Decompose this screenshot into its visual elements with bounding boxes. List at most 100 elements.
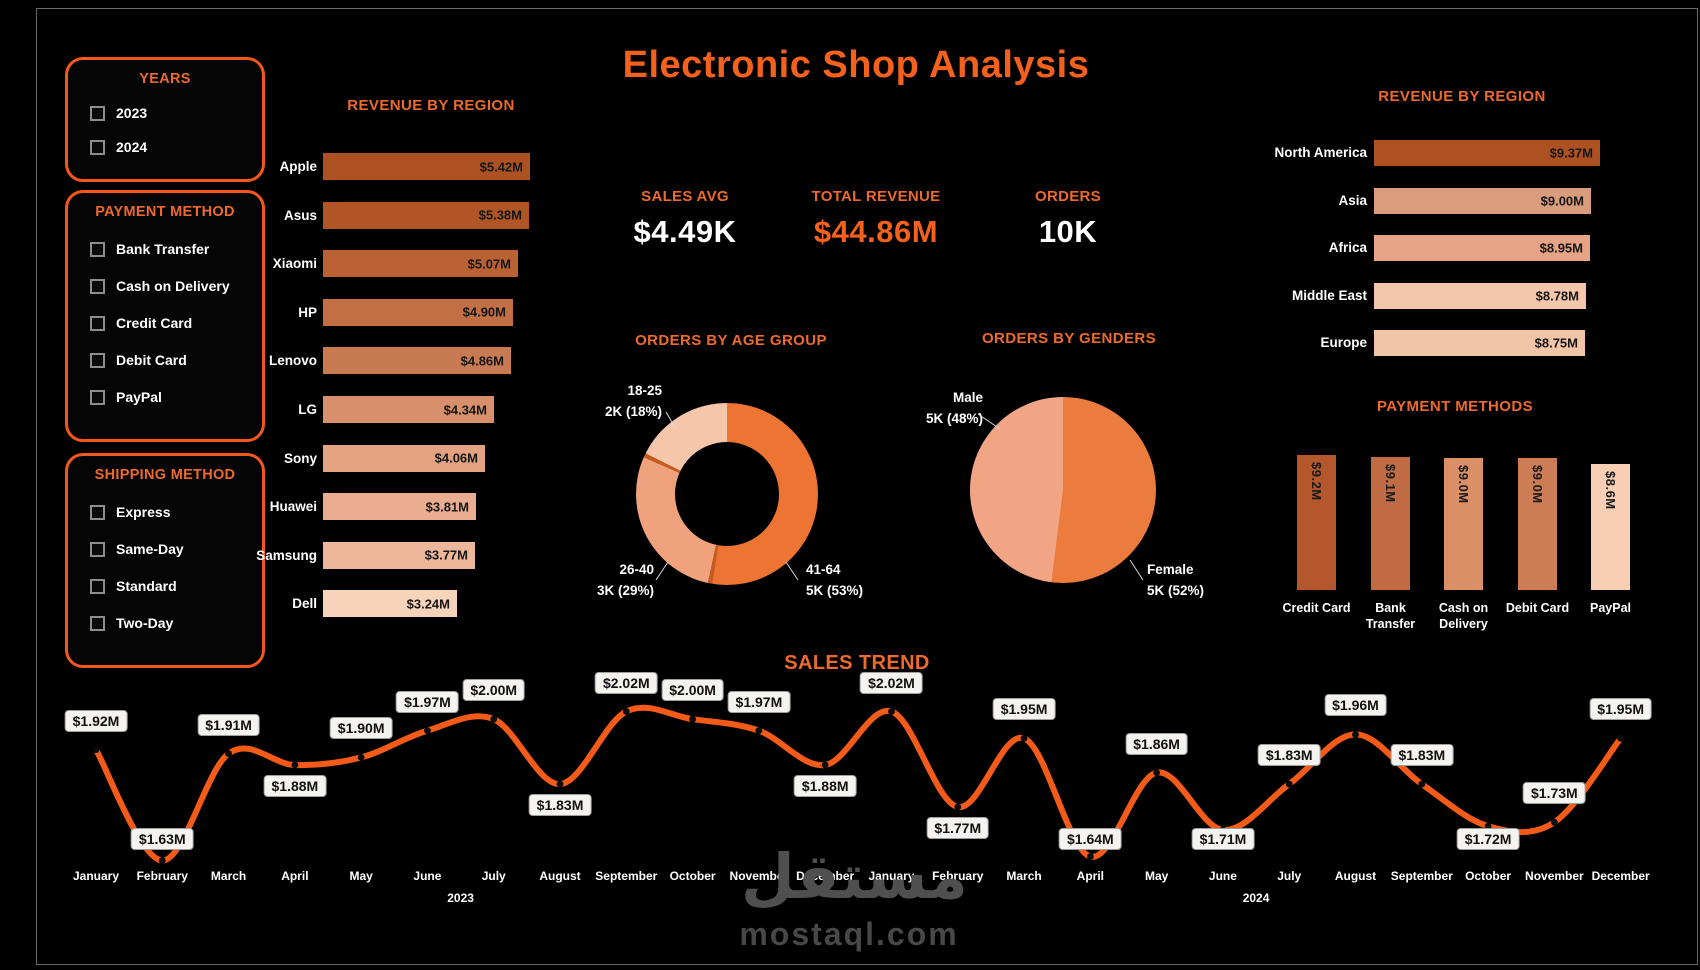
slice-category: Male (952, 390, 983, 405)
trend-point-label: $2.02M (594, 671, 658, 694)
checkbox-option-2024[interactable]: 2024 (90, 139, 262, 155)
checkbox-option-2023[interactable]: 2023 (90, 105, 262, 121)
slice-value: 5K (53%) (806, 582, 864, 598)
column-credit-card[interactable]: $9.2M (1297, 455, 1336, 590)
trend-point-label: $2.00M (661, 679, 724, 702)
column-cash-on-delivery[interactable]: $9.0M (1444, 458, 1483, 590)
checkbox-icon[interactable] (90, 578, 105, 594)
region-bar-europe[interactable]: $8.75M (1374, 330, 1585, 357)
years-options: 2023 2024 (68, 105, 262, 155)
axis-month-label: January (72, 869, 120, 883)
column-value: $9.0M (1530, 465, 1545, 504)
trend-point-label: $1.83M (528, 794, 592, 817)
checkbox-icon[interactable] (90, 241, 105, 257)
column-bank-transfer[interactable]: $9.1M (1371, 457, 1410, 590)
checkbox-option-paypal[interactable]: PayPal (90, 389, 262, 405)
checkbox-icon[interactable] (90, 389, 105, 405)
region-bar-middle-east[interactable]: $8.78M (1374, 282, 1586, 309)
checkbox-icon[interactable] (90, 278, 105, 294)
checkbox-icon[interactable] (90, 504, 105, 520)
brand-label-asus: Asus (283, 207, 317, 223)
checkbox-icon[interactable] (90, 139, 105, 155)
shipping-options: Express Same-Day Standard Two-Day (68, 504, 262, 631)
axis-year-label: 2023 (447, 891, 474, 905)
brand-bar-apple[interactable]: $5.42M (323, 153, 530, 180)
shipping-method-filter-panel: SHIPPING METHOD Express Same-Day Standard T… (65, 453, 265, 668)
brand-label-sony: Sony (283, 450, 317, 466)
kpi-value: $44.86M (813, 214, 939, 249)
trend-point-label: $1.72M (1456, 828, 1520, 850)
years-filter-title: YEARS (139, 71, 191, 87)
bar-value: $5.38M (478, 207, 522, 223)
brand-bar-huawei[interactable]: $3.81M (323, 493, 476, 521)
axis-year-label: 2024 (1242, 891, 1270, 905)
bar-value: $8.75M (1534, 335, 1578, 351)
trend-point-label: $1.83M (1390, 744, 1454, 767)
region-revenue-chart-title: REVENUE BY REGION (1378, 88, 1546, 105)
column-debit-card[interactable]: $9.0M (1518, 458, 1557, 590)
checkbox-icon[interactable] (90, 615, 105, 631)
brand-bar-dell[interactable]: $3.24M (323, 590, 457, 618)
checkbox-option-debit-card[interactable]: Debit Card (90, 352, 262, 368)
checkbox-icon[interactable] (90, 315, 105, 331)
bar-value: $9.00M (1540, 193, 1584, 209)
axis-month-label: February (136, 869, 188, 883)
page-title: Electronic Shop Analysis (622, 44, 1090, 86)
brand-bar-xiaomi[interactable]: $5.07M (323, 250, 518, 278)
column-label-cash-on-delivery: Cash on Delivery (1438, 601, 1489, 632)
brand-bar-lg[interactable]: $4.34M (323, 396, 494, 423)
axis-month-label: October (1465, 869, 1512, 883)
checkbox-option-credit-card[interactable]: Credit Card (90, 315, 262, 331)
region-bar-north-america[interactable]: $9.37M (1374, 140, 1600, 166)
kpi-label: ORDERS (1035, 188, 1101, 205)
bar-value: $3.77M (424, 547, 468, 563)
checkbox-option-same-day[interactable]: Same-Day (90, 541, 262, 557)
bar-value: $4.06M (434, 450, 478, 466)
brand-bar-sony[interactable]: $4.06M (323, 444, 485, 472)
brand-bar-hp[interactable]: $4.90M (323, 298, 513, 326)
checkbox-option-standard[interactable]: Standard (90, 578, 262, 594)
axis-month-label: July (1277, 869, 1302, 883)
axis-month-label: November (1525, 869, 1584, 883)
brand-label-dell: Dell (292, 596, 317, 612)
checkbox-label: Two-Day (116, 615, 174, 631)
region-bar-africa[interactable]: $8.95M (1374, 235, 1590, 262)
column-label-paypal: PayPal (1589, 601, 1631, 615)
brand-label-apple: Apple (279, 159, 317, 174)
checkbox-option-two-day[interactable]: Two-Day (90, 615, 262, 631)
brand-bar-samsung[interactable]: $3.77M (323, 541, 475, 569)
checkbox-label: 2023 (116, 105, 148, 121)
region-label-africa: Africa (1328, 240, 1367, 256)
column-value: $9.0M (1456, 465, 1471, 504)
region-label-asia: Asia (1338, 192, 1367, 208)
slice-label-female: Female 5K (52%) (1147, 560, 1267, 602)
brand-label-samsung: Samsung (256, 547, 317, 563)
brand-label-lenovo: Lenovo (268, 353, 317, 369)
axis-month-label: November (729, 869, 789, 883)
checkbox-option-bank-transfer[interactable]: Bank Transfer (90, 241, 262, 257)
axis-month-label: March (1006, 869, 1042, 883)
bar-value: $8.95M (1539, 240, 1583, 256)
sales-trend-chart-title: SALES TREND (784, 652, 930, 674)
brand-bar-asus[interactable]: $5.38M (323, 201, 529, 229)
column-label-credit-card: Credit Card (1282, 601, 1351, 615)
checkbox-option-express[interactable]: Express (90, 504, 262, 520)
checkbox-icon[interactable] (90, 541, 105, 557)
genders-pie-chart[interactable] (970, 397, 1156, 583)
slice-value: 3K (29%) (596, 582, 654, 598)
brand-bar-lenovo[interactable]: $4.86M (323, 347, 511, 375)
checkbox-icon[interactable] (90, 105, 105, 121)
bar-value: $9.37M (1549, 145, 1593, 161)
checkbox-option-cash-on-delivery[interactable]: Cash on Delivery (90, 278, 262, 294)
axis-month-label: May (349, 869, 373, 883)
axis-month-label: October (669, 869, 716, 883)
region-label-europe: Europe (1320, 335, 1367, 351)
column-paypal[interactable]: $8.6M (1591, 464, 1630, 590)
region-bar-asia[interactable]: $9.00M (1374, 187, 1591, 214)
trend-point-label: $2.02M (860, 671, 923, 694)
trend-point-label: $2.00M (462, 679, 526, 702)
axis-month-label: June (413, 869, 442, 883)
checkbox-icon[interactable] (90, 352, 105, 368)
